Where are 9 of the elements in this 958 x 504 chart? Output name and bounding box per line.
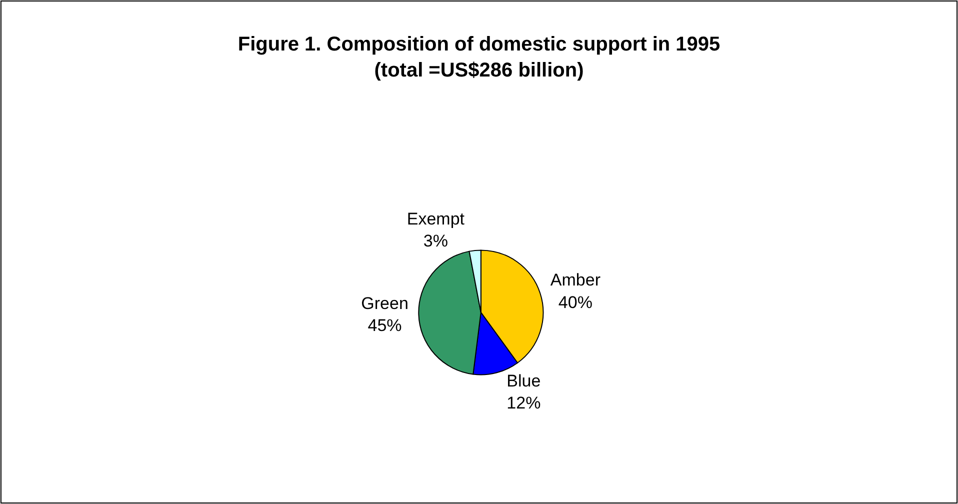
chart-title: Figure 1. Composition of domestic support in 1995 (total =US$286 billion) — [238, 33, 720, 82]
slice-label: Blue — [506, 372, 541, 391]
data-label: 45% — [368, 316, 402, 336]
slice-label: Amber — [550, 270, 601, 290]
data-label: 3% — [423, 232, 448, 251]
data-label: 12% — [506, 394, 541, 413]
slice-label: Green — [361, 294, 408, 313]
data-label: 40% — [558, 292, 592, 312]
slice-label: Exempt — [406, 210, 465, 229]
